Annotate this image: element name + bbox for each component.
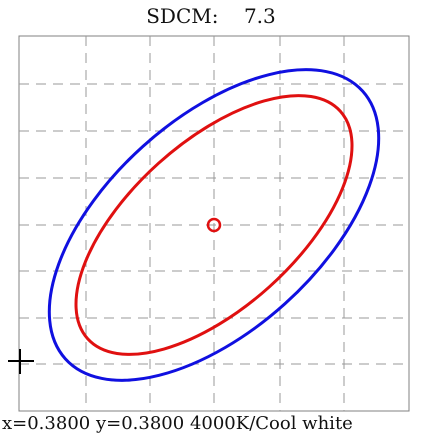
outer-ellipse	[47, 68, 381, 382]
sdcm-value: 7.3	[243, 4, 276, 28]
x-label: x=	[2, 413, 28, 434]
coordinate-readout: x=0.3800 y=0.3800 4000K/Cool white	[2, 413, 422, 434]
grid-lines	[19, 36, 409, 411]
inner-ellipse	[74, 94, 354, 356]
sdcm-title: SDCM: 7.3	[0, 4, 422, 28]
y-label: y=	[95, 413, 122, 434]
plus-crosshair-icon	[8, 349, 34, 374]
y-value: 0.3800	[121, 413, 185, 434]
center-marker	[206, 217, 222, 233]
x-value: 0.3800	[27, 413, 91, 434]
cct-label: 4000K/Cool white	[189, 413, 353, 434]
sdcm-label: SDCM:	[146, 4, 219, 28]
